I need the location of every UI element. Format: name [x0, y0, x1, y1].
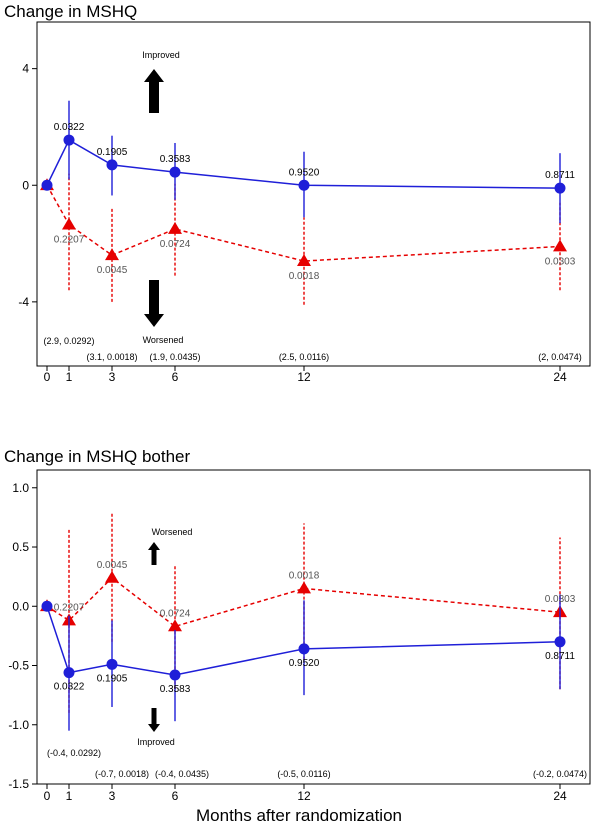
data-point [168, 619, 182, 632]
bottom-annotation: (-0.5, 0.0116) [277, 769, 330, 779]
chart-1: -4 0 4 0 1 3 6 12 24 0.0322 0.1905 0.3583 0.9520 0.87… [18, 21, 591, 384]
data-point [298, 179, 310, 191]
arrow-up-label: Improved [142, 50, 180, 60]
data-point [168, 221, 182, 234]
p-value-label: 0.1905 [97, 673, 128, 684]
chart-2: -1.5 -1.0 -0.5 0.0 0.5 1.0 0 1 3 6 12 24 0.0322 0.190… [8, 469, 591, 803]
data-point [297, 581, 311, 594]
data-point [106, 159, 118, 171]
p-value-label: 0.0045 [97, 560, 128, 571]
data-point [106, 658, 118, 670]
plot-frame [36, 469, 591, 785]
p-value-label: 0.0303 [545, 594, 576, 605]
p-value-label: 0.0018 [289, 271, 320, 282]
x-tick-label: 3 [109, 370, 116, 384]
bottom-annotation: (3.1, 0.0018) [86, 352, 137, 362]
bottom-annotation: (2.5, 0.0116) [279, 352, 329, 362]
y-tick-label: 0.0 [12, 599, 29, 613]
p-value-label: 0.9520 [289, 167, 320, 178]
data-point [63, 134, 75, 146]
bottom-annotation: (-0.4, 0.0435) [155, 769, 209, 779]
data-point [169, 166, 181, 178]
series-line [46, 606, 561, 676]
y-tick-label: -4 [18, 295, 29, 309]
p-value-label: 0.9520 [289, 658, 320, 669]
x-tick-label: 12 [297, 370, 311, 384]
chart-1-title: Change in MSHQ [4, 2, 138, 21]
p-value-label: 0.8711 [545, 651, 575, 662]
data-point [554, 636, 566, 648]
x-tick-label: 1 [66, 789, 73, 803]
series-line [46, 139, 561, 189]
up-arrow-icon [148, 542, 160, 565]
y-tick-label: -1.5 [8, 777, 29, 791]
data-point [41, 600, 53, 612]
p-value-label: 0.3583 [160, 154, 191, 165]
x-tick-label: 6 [172, 789, 179, 803]
bottom-annotation: (-0.4, 0.0292) [47, 748, 101, 758]
p-value-label: 0.0018 [289, 570, 320, 581]
series-1 [41, 594, 566, 731]
series-1 [41, 100, 566, 224]
y-tick-label: 4 [22, 62, 29, 76]
p-value-label: 0.1905 [97, 147, 128, 158]
bottom-annotation: (2.9, 0.0292) [43, 336, 94, 346]
x-tick-label: 0 [44, 789, 51, 803]
p-value-label: 0.2207 [54, 235, 85, 246]
series-line [46, 184, 561, 262]
data-point [41, 179, 53, 191]
p-value-label: 0.8711 [545, 170, 575, 181]
plot-frame [36, 21, 591, 367]
p-value-label: 0.0322 [54, 682, 85, 693]
p-value-label: 0.0724 [160, 239, 191, 250]
y-tick-label: 0.5 [12, 540, 29, 554]
down-arrow-icon [144, 280, 164, 327]
x-tick-label: 0 [44, 370, 51, 384]
bottom-annotation: (-0.7, 0.0018) [95, 769, 149, 779]
data-point [553, 239, 567, 252]
p-value-label: 0.2207 [54, 602, 85, 613]
down-arrow-icon [148, 708, 160, 732]
chart-2-title: Change in MSHQ bother [4, 447, 191, 466]
x-tick-label: 1 [66, 370, 73, 384]
y-tick-label: -0.5 [8, 659, 29, 673]
y-tick-label: -1.0 [8, 718, 29, 732]
data-point [105, 570, 119, 583]
up-arrow-icon [144, 69, 164, 113]
bottom-annotation: (-0.2, 0.0474) [533, 769, 587, 779]
data-point [554, 182, 566, 194]
x-axis-label: Months after randomization [196, 806, 402, 825]
x-tick-label: 6 [172, 370, 179, 384]
data-point [62, 217, 76, 230]
p-value-label: 0.0303 [545, 256, 576, 267]
series-line [46, 576, 561, 628]
arrow-up-label: Worsened [152, 527, 193, 537]
x-tick-label: 24 [553, 370, 567, 384]
data-point [297, 254, 311, 266]
x-tick-label: 3 [109, 789, 116, 803]
p-value-label: 0.3583 [160, 684, 191, 695]
x-tick-label: 12 [297, 789, 311, 803]
p-value-label: 0.0045 [97, 265, 128, 276]
p-value-label: 0.0322 [54, 122, 85, 133]
x-tick-label: 24 [553, 789, 567, 803]
data-point [105, 248, 119, 261]
arrow-down-label: Worsened [143, 335, 184, 345]
y-tick-label: 0 [22, 178, 29, 192]
bottom-annotation: (2, 0.0474) [538, 352, 582, 362]
arrow-down-label: Improved [137, 737, 175, 747]
bottom-annotation: (1.9, 0.0435) [149, 352, 200, 362]
y-tick-label: 1.0 [12, 481, 29, 495]
data-point [298, 643, 310, 655]
p-value-label: 0.0724 [160, 608, 191, 619]
data-point [63, 667, 75, 679]
data-point [169, 669, 181, 681]
